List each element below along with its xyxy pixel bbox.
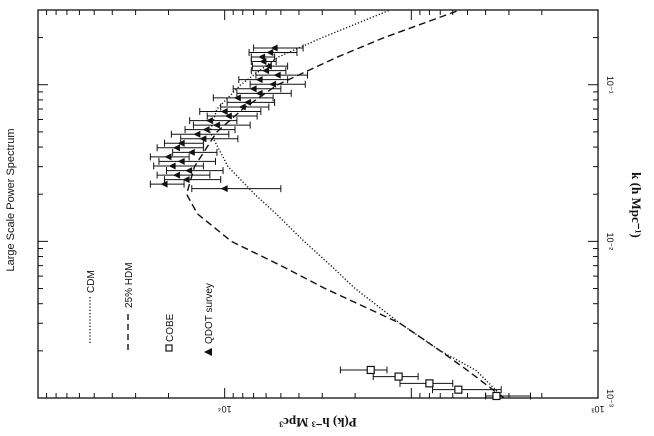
model-curves [185,9,505,399]
qdot-point [193,130,201,138]
axis-ticks [38,10,599,399]
legend-hdm-label: 25% HDM [124,262,135,308]
qdot-point [264,62,272,70]
k-tick-label: 10⁻² [605,232,615,250]
data-points [149,44,531,401]
qdot-point [164,153,172,161]
qdot-point [173,144,181,152]
qdot-point [269,80,277,88]
qdot-point [220,185,228,193]
legend-cobe-label: COBE [165,313,176,342]
legend: CDM 25% HDM COBE QDOT survey [86,262,215,356]
legend-qdot-marker [204,348,212,356]
cobe-point [366,365,375,375]
qdot-point [258,53,266,61]
qdot-point [220,107,228,115]
qdot-point [273,71,281,79]
qdot-point [182,176,190,184]
y-axis-label: P(k) h⁻³ Mpc³ [279,415,357,430]
qdot-point [266,48,274,56]
qdot-point [212,121,220,129]
k-tick-label: 10⁻¹ [605,76,615,94]
qdot-point [262,67,270,75]
k-tick-label: 10⁻³ [605,389,615,407]
qdot-point [187,148,195,156]
cobe-point [492,391,501,401]
plot-frame [37,9,599,399]
qdot-point [255,89,263,97]
p-tick-label: 10³ [591,404,604,414]
cobe-point [394,372,403,381]
qdot-point [177,157,185,165]
qdot-point [224,112,232,120]
qdot-point [233,94,241,102]
chart-title: Large Scale Power Spectrum [5,128,17,271]
qdot-point [168,162,176,170]
hdm-curve [185,9,505,399]
legend-cdm-label: CDM [86,270,97,293]
qdot-point [202,126,210,134]
qdot-point [173,171,181,179]
cobe-point [454,385,463,394]
cdm-curve [209,9,505,399]
legend-cobe-marker [165,344,173,352]
qdot-point [243,98,251,106]
qdot-point [205,117,213,125]
qdot-point [255,76,263,84]
legend-qdot-label: QDOT survey [204,283,215,344]
x-axis-label: k (h Mpc⁻¹) [629,172,644,238]
cobe-point [425,379,434,388]
qdot-point [238,103,246,111]
qdot-point [270,44,278,52]
axis-tick-labels: 10⁻³ 10⁻² 10⁻¹ 10³ 10⁴ [218,76,615,414]
qdot-point [199,135,207,143]
qdot-point [177,139,185,147]
p-tick-label: 10⁴ [218,404,232,414]
qdot-point [185,167,193,175]
qdot-point [249,85,257,93]
qdot-point [160,180,168,188]
